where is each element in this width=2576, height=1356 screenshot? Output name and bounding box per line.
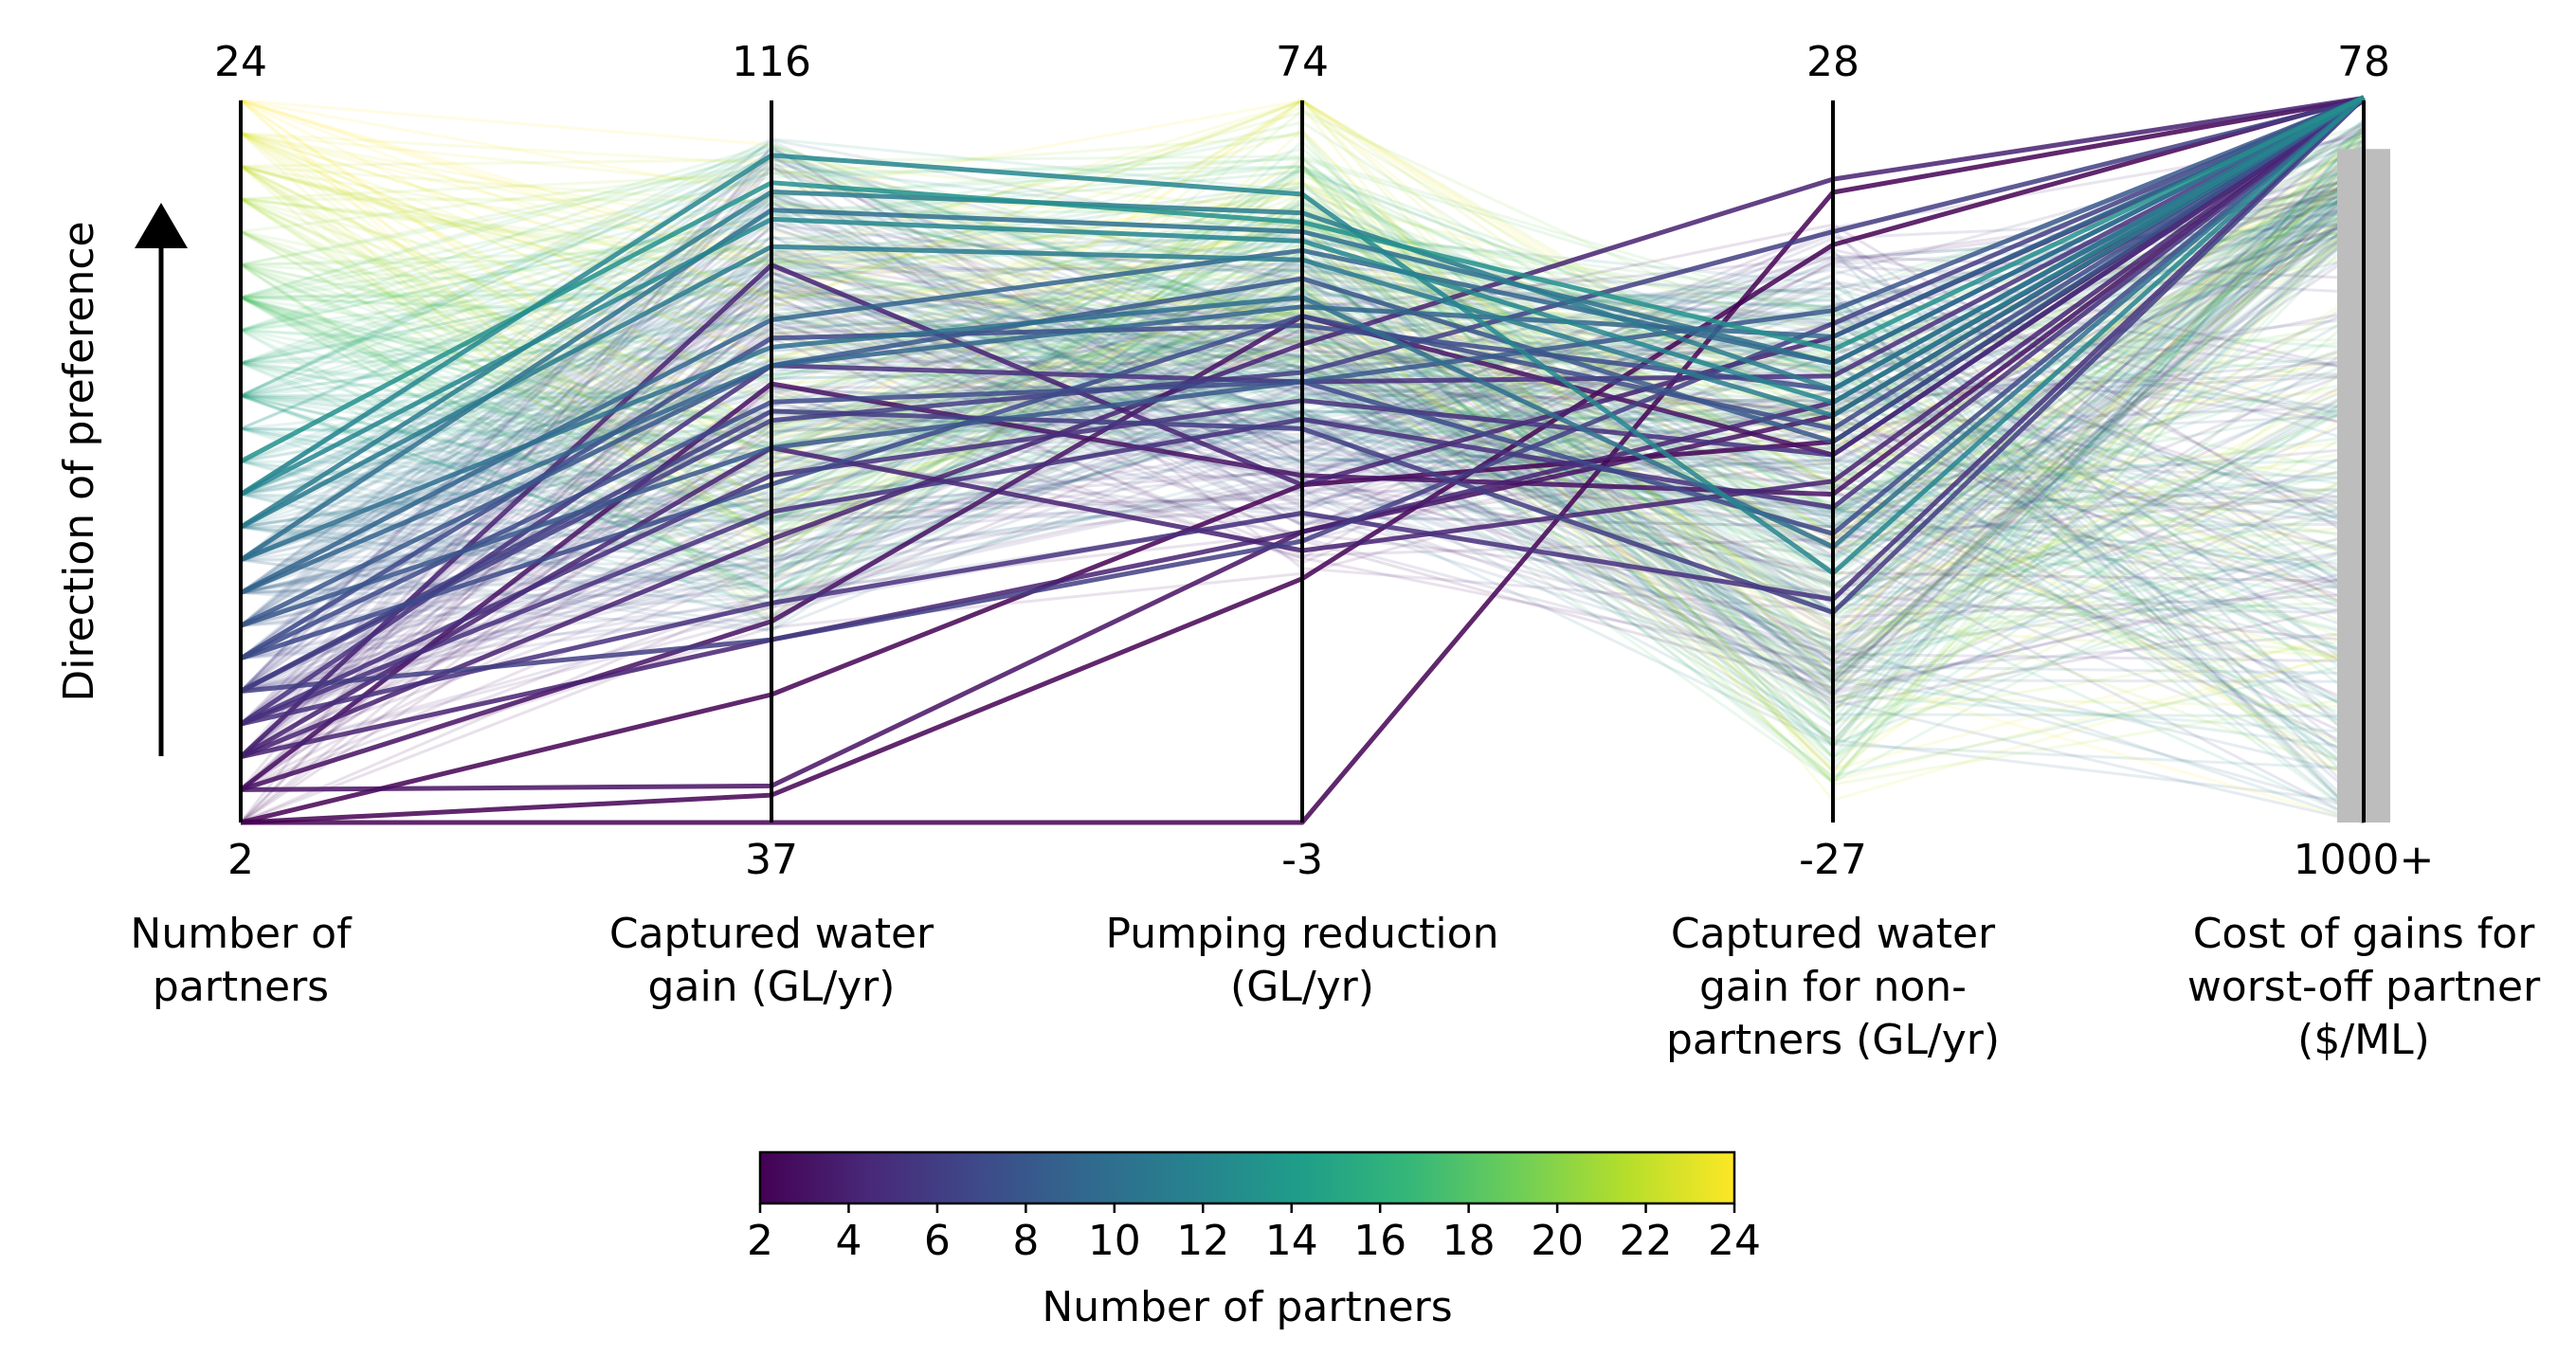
axis-top-label: 74	[1276, 38, 1329, 86]
axis-top-label: 78	[2337, 38, 2390, 86]
preference-indicator: Direction of preference	[55, 203, 188, 756]
colorbar: 2 4 6 8 10 12 14 16 18 20 22 24 Number of partners	[747, 1150, 1761, 1331]
colorbar-tick-label: 24	[1708, 1217, 1761, 1265]
preference-arrow-icon	[135, 203, 188, 248]
colorbar-label: Number of partners	[1042, 1283, 1452, 1331]
axis-title: gain (GL/yr)	[648, 963, 896, 1011]
colorbar-scale	[758, 1150, 1736, 1205]
axis-title: partners (GL/yr)	[1666, 1016, 2000, 1064]
axis-top-label: 28	[1806, 38, 1859, 86]
colorbar-tick-label: 20	[1531, 1217, 1584, 1265]
axis-title: gain for non-	[1699, 963, 1967, 1011]
colorbar-tick-label: 12	[1176, 1217, 1229, 1265]
axis-title: Number of	[130, 910, 353, 958]
colorbar-tick-label: 6	[924, 1217, 951, 1265]
colorbar-tick-label: 8	[1012, 1217, 1039, 1265]
axis-top-label: 116	[732, 38, 811, 86]
axis-bottom-label: 2	[227, 836, 254, 884]
axis-title: Cost of gains for	[2193, 910, 2536, 958]
axis-title: partners	[153, 963, 329, 1011]
colorbar-tick-label: 4	[835, 1217, 862, 1265]
axis-top-label: 24	[214, 38, 267, 86]
axis-title: Captured water	[609, 910, 934, 958]
preference-label: Direction of preference	[55, 221, 103, 701]
colorbar-tick-label: 14	[1265, 1217, 1318, 1265]
colorbar-tick-label: 22	[1620, 1217, 1673, 1265]
parallel-axes: 24 2 Number of partners 116 37 Captured water g…	[130, 38, 2541, 1064]
axis-bottom-label: -3	[1281, 836, 1323, 884]
colorbar-tick-label: 16	[1353, 1217, 1406, 1265]
colorbar-ticks: 2 4 6 8 10 12 14 16 18 20 22 24	[747, 1203, 1761, 1265]
axis-bottom-label: 37	[745, 836, 798, 884]
axis-title: worst-off partner	[2187, 963, 2541, 1011]
axis-title: Pumping reduction	[1106, 910, 1499, 958]
axis-bottom-label: 1000+	[2294, 836, 2435, 884]
axis-bottom-label: -27	[1799, 836, 1867, 884]
colorbar-tick-label: 10	[1088, 1217, 1141, 1265]
axis-title: Captured water	[1671, 910, 1996, 958]
colorbar-tick-label: 18	[1442, 1217, 1496, 1265]
axis-title: ($/ML)	[2297, 1016, 2430, 1064]
colorbar-tick-label: 2	[747, 1217, 773, 1265]
axis-title: (GL/yr)	[1230, 963, 1374, 1011]
